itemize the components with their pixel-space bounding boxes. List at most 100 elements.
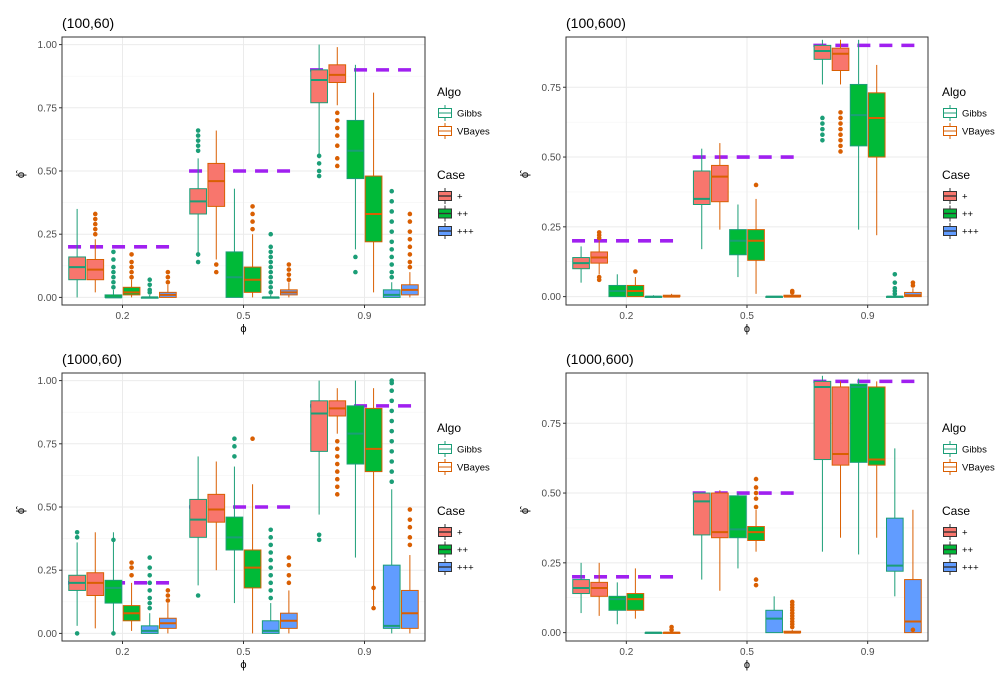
legend-key-case-3 bbox=[438, 559, 452, 575]
legend-label-case-2: ++ bbox=[962, 209, 974, 220]
box-outlier bbox=[892, 271, 898, 277]
panel-title: (1000,600) bbox=[566, 351, 634, 367]
legend-key-case-2 bbox=[438, 205, 452, 222]
box-1plus-vbayes bbox=[328, 47, 347, 169]
box-2plus-gibbs bbox=[104, 532, 123, 636]
box-2plus-vbayes bbox=[867, 381, 886, 538]
legend-label-case-3: +++ bbox=[457, 227, 474, 238]
legend-title-case: Case bbox=[437, 504, 465, 518]
y-tick-label: 0.00 bbox=[38, 293, 58, 304]
box-outlier bbox=[74, 529, 80, 535]
box-1plus-gibbs bbox=[572, 562, 590, 614]
box-outlier bbox=[753, 504, 759, 510]
legend-label-case-3: +++ bbox=[962, 563, 979, 574]
y-axis-title: ϕ̂ bbox=[519, 170, 531, 178]
box-2plus-vbayes bbox=[122, 252, 141, 298]
panel-title: (1000,60) bbox=[62, 351, 122, 367]
box-body bbox=[310, 400, 328, 452]
y-axis-title: ϕ̂ bbox=[15, 506, 27, 514]
box-outlier bbox=[268, 588, 274, 593]
box-outlier bbox=[92, 221, 98, 227]
box-outlier bbox=[147, 595, 153, 601]
box-outlier bbox=[111, 285, 116, 290]
legend-label-case-2: ++ bbox=[457, 209, 469, 220]
box-1plus-gibbs bbox=[813, 39, 832, 143]
box-1plus-gibbs bbox=[189, 456, 207, 598]
box-body bbox=[310, 69, 328, 104]
box-outlier bbox=[147, 572, 153, 578]
box-outlier bbox=[268, 557, 274, 563]
box-outlier bbox=[165, 269, 171, 275]
box-outlier bbox=[407, 244, 413, 250]
box-outlier bbox=[838, 137, 843, 143]
legend-label-case-3: +++ bbox=[457, 563, 474, 574]
box-outlier bbox=[111, 537, 116, 543]
legend-label-vbayes: VBayes bbox=[457, 463, 490, 474]
box-outlier bbox=[268, 254, 274, 260]
box-outlier bbox=[111, 279, 116, 285]
legend-key-gibbs bbox=[438, 105, 452, 121]
box-outlier bbox=[129, 264, 134, 270]
box-2plus-gibbs bbox=[849, 39, 868, 230]
box-outlier bbox=[129, 560, 134, 565]
box-body bbox=[382, 289, 401, 298]
y-axis-title: ϕ̂ bbox=[519, 506, 531, 514]
x-tick-label: 0.9 bbox=[861, 647, 875, 658]
box-outlier bbox=[753, 485, 759, 490]
box-3plus-gibbs bbox=[885, 271, 904, 298]
box-body bbox=[346, 405, 365, 465]
box-outlier bbox=[334, 156, 340, 161]
box-2plus-gibbs bbox=[104, 249, 123, 299]
box-outlier bbox=[213, 269, 219, 275]
box-outlier bbox=[334, 118, 340, 123]
legend-label-vbayes: VBayes bbox=[457, 127, 490, 138]
legend-key-gibbs bbox=[438, 441, 452, 457]
box-1plus-gibbs bbox=[813, 375, 832, 552]
box-body bbox=[747, 526, 765, 542]
legend-title-algo: Algo bbox=[942, 85, 966, 99]
box-outlier bbox=[195, 148, 201, 154]
box-outlier bbox=[286, 262, 292, 267]
box-outlier bbox=[407, 236, 413, 242]
box-2plus-vbayes bbox=[364, 92, 383, 293]
box-1plus-vbayes bbox=[86, 532, 105, 629]
legend-key-vbayes bbox=[438, 123, 452, 139]
box-2plus-vbayes bbox=[243, 204, 262, 298]
box-1plus-gibbs bbox=[68, 529, 86, 636]
box-3plus-vbayes bbox=[280, 555, 298, 634]
box-outlier bbox=[838, 143, 843, 149]
legend-label-vbayes: VBayes bbox=[962, 127, 995, 138]
box-2plus-vbayes bbox=[243, 436, 262, 634]
box-body bbox=[86, 572, 105, 596]
panel-2: 0.00 0.25 0.50 0.75 0.2 0.5 0.9 ϕ ϕ̂ (100,600) Alg… bbox=[519, 15, 995, 335]
box-outlier bbox=[129, 252, 134, 257]
box-3plus-gibbs bbox=[382, 378, 401, 634]
box-outlier bbox=[353, 254, 358, 260]
box-1plus-gibbs bbox=[310, 44, 328, 179]
panel-title: (100,600) bbox=[566, 15, 626, 31]
box-outlier bbox=[389, 459, 395, 464]
legend-label-gibbs: Gibbs bbox=[962, 445, 987, 456]
legend-label-vbayes: VBayes bbox=[962, 463, 995, 474]
box-body bbox=[364, 407, 383, 473]
legend-label-case-1: + bbox=[962, 528, 968, 539]
box-3plus-gibbs bbox=[382, 188, 401, 298]
box-outlier bbox=[147, 588, 153, 593]
x-tick-label: 0.9 bbox=[861, 311, 875, 322]
box-outlier bbox=[334, 461, 340, 467]
box-outlier bbox=[353, 269, 358, 275]
x-tick-label: 0.9 bbox=[358, 311, 372, 322]
legend-label-case-1: + bbox=[962, 192, 968, 203]
box-outlier bbox=[268, 550, 274, 555]
box-outlier bbox=[268, 274, 274, 280]
box-outlier bbox=[334, 143, 340, 149]
x-tick-label: 0.2 bbox=[116, 311, 130, 322]
box-outlier bbox=[407, 259, 413, 265]
box-2plus-gibbs bbox=[225, 188, 244, 298]
box-outlier bbox=[389, 209, 395, 214]
box-body bbox=[364, 175, 383, 243]
y-tick-label: 0.50 bbox=[542, 489, 562, 500]
box-outlier bbox=[389, 254, 395, 260]
box-outlier bbox=[268, 279, 274, 285]
